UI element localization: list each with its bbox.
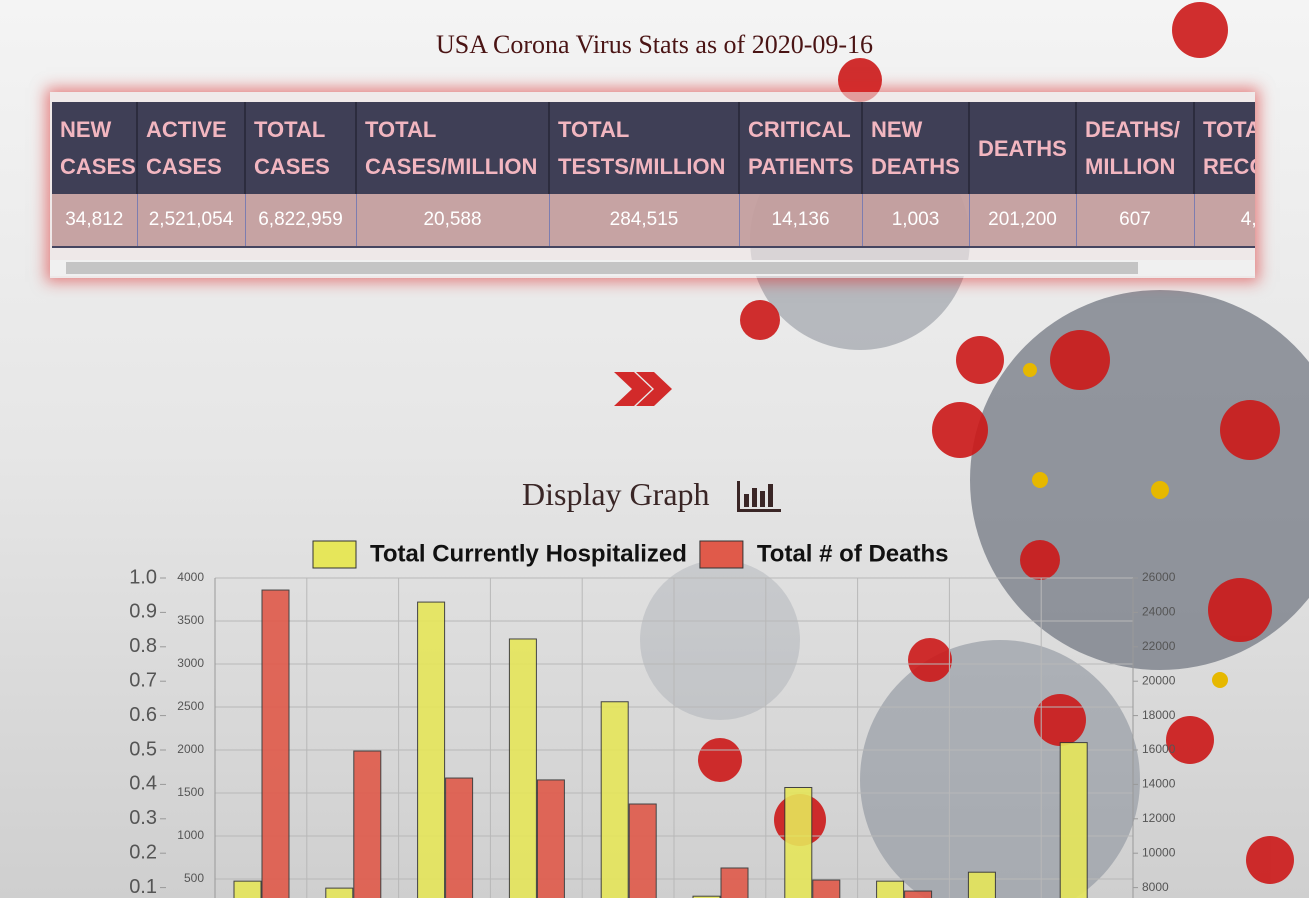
y2-tick-label: 20000 bbox=[1142, 673, 1176, 687]
column-header: TOTAL CASES/MILLION bbox=[356, 102, 550, 194]
bar bbox=[325, 887, 354, 898]
y-tick-label: 1500 bbox=[177, 785, 204, 799]
column-header: ACTIVE CASES bbox=[137, 102, 246, 194]
legend-label: Total Currently Hospitalized bbox=[370, 540, 687, 567]
y3-tick-label: 1.0 bbox=[129, 566, 157, 588]
y2-tick-label: 14000 bbox=[1142, 777, 1176, 791]
y2-tick-label: 8000 bbox=[1142, 880, 1169, 894]
bar bbox=[692, 895, 721, 898]
y-tick-label: 2500 bbox=[177, 699, 204, 713]
y2-tick-label: 10000 bbox=[1142, 845, 1176, 859]
column-header: DEATHS/ MILLION bbox=[1076, 102, 1195, 194]
bar bbox=[261, 589, 290, 898]
page-title: USA Corona Virus Stats as of 2020-09-16 bbox=[435, 30, 874, 59]
bar bbox=[600, 701, 629, 898]
bar bbox=[720, 867, 749, 898]
chevron[interactable] bbox=[614, 372, 652, 406]
bar bbox=[784, 786, 813, 898]
y2-tick-label: 26000 bbox=[1142, 570, 1176, 584]
bar bbox=[536, 779, 565, 898]
bar bbox=[628, 803, 657, 898]
column-header: DEATHS bbox=[969, 102, 1077, 194]
y3-tick-label: 0.9 bbox=[129, 601, 157, 623]
table-cell: 20,588 bbox=[356, 194, 550, 248]
table: NEW CASES ACTIVE CASES TOTAL CASES TOTAL CA… bbox=[52, 102, 1255, 248]
bar bbox=[417, 601, 446, 898]
column-header: TOTAL RECOVERED bbox=[1194, 102, 1255, 194]
y3-tick-label: 0.1 bbox=[129, 876, 157, 898]
table-row: 34,812 2,521,054 6,822,959 20,588 284,515 14,… bbox=[52, 194, 1255, 248]
column-header: NEW CASES bbox=[52, 102, 138, 194]
table-cell: 6,822,959 bbox=[245, 194, 357, 248]
column-header: TOTAL CASES bbox=[245, 102, 357, 194]
table-cell: 2,521,054 bbox=[137, 194, 246, 248]
legend-swatch bbox=[699, 540, 744, 569]
scrollbar[interactable] bbox=[50, 260, 1255, 276]
bar bbox=[445, 777, 474, 898]
y-tick-label: 1000 bbox=[177, 828, 204, 842]
bar bbox=[1059, 742, 1088, 898]
column-header: CRITICAL PATIENTS bbox=[739, 102, 863, 194]
y-tick-label: 3000 bbox=[177, 656, 204, 670]
stats-table: NEW CASES ACTIVE CASES TOTAL CASES TOTAL CA… bbox=[50, 92, 1255, 278]
table-cell: 284,515 bbox=[549, 194, 740, 248]
table-cell: 4,1 bbox=[1194, 194, 1255, 248]
y3-tick-label: 0.4 bbox=[129, 773, 157, 795]
y-tick-label: 3500 bbox=[177, 613, 204, 627]
bar bbox=[904, 890, 933, 898]
legend-label: Total # of Deaths bbox=[757, 540, 949, 567]
y3-tick-label: 0.6 bbox=[129, 704, 157, 726]
y3-tick-label: 0.7 bbox=[129, 669, 157, 691]
y2-tick-label: 22000 bbox=[1142, 639, 1176, 653]
y2-tick-label: 12000 bbox=[1142, 811, 1176, 825]
scroll-thumb[interactable] bbox=[66, 262, 1138, 274]
y3-tick-label: 0.8 bbox=[129, 635, 157, 657]
table-cell: 34,812 bbox=[52, 194, 138, 248]
bar bbox=[812, 879, 841, 898]
table-cell: 14,136 bbox=[739, 194, 863, 248]
bar bbox=[508, 638, 537, 898]
y-tick-label: 500 bbox=[184, 871, 204, 885]
table-cell: 607 bbox=[1076, 194, 1195, 248]
column-header: NEW DEATHS bbox=[862, 102, 970, 194]
graph-icon bbox=[737, 481, 781, 512]
table-cell: 201,200 bbox=[969, 194, 1077, 248]
y3-tick-label: 0.5 bbox=[129, 738, 157, 760]
bar bbox=[353, 750, 382, 898]
y2-tick-label: 24000 bbox=[1142, 605, 1176, 619]
legend-swatch bbox=[312, 540, 357, 569]
y3-tick-label: 0.2 bbox=[129, 841, 157, 863]
y-tick-label: 2000 bbox=[177, 742, 204, 756]
column-header: TOTAL TESTS/MILLION bbox=[549, 102, 740, 194]
bar bbox=[967, 871, 996, 898]
y3-tick-label: 0.3 bbox=[129, 807, 157, 829]
y2-tick-label: 18000 bbox=[1142, 708, 1176, 722]
table-cell: 1,003 bbox=[862, 194, 970, 248]
bar bbox=[876, 880, 905, 898]
bar bbox=[233, 880, 262, 898]
y-tick-label: 4000 bbox=[177, 570, 204, 584]
chevron[interactable] bbox=[636, 372, 672, 406]
graph-heading[interactable]: Display Graph bbox=[522, 476, 710, 512]
y2-tick-label: 16000 bbox=[1142, 742, 1176, 756]
